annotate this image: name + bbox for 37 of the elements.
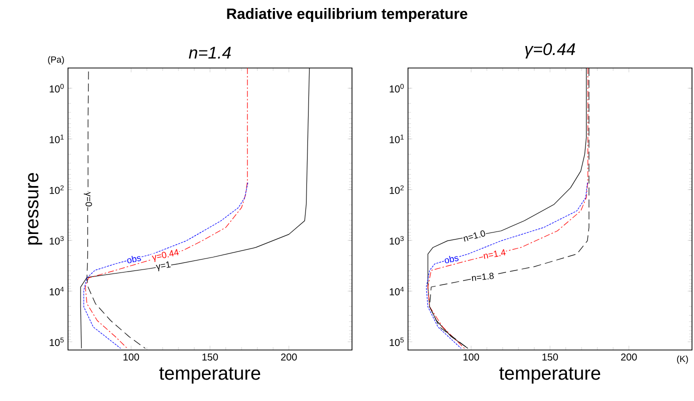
y-tick-label: 10$^{4}$	[50, 286, 64, 296]
chart-subtitle: n=1.4	[188, 46, 231, 58]
text: obs	[127, 256, 142, 264]
y-tick-label: 10$^{5}$	[50, 338, 64, 346]
x-tick-label: 200	[281, 354, 297, 361]
x-tick-label: 100	[464, 354, 480, 361]
line-series	[426, 182, 588, 349]
line-series	[83, 182, 248, 349]
y-axis-title: pressure	[28, 173, 42, 245]
x-tick-label: 100	[124, 354, 140, 361]
chart-title: Radiative equilibrium temperature	[227, 8, 468, 22]
y-tick-label: 10$^{3}$	[50, 236, 64, 245]
text: n=1.8	[472, 272, 494, 282]
text: (Pa)	[48, 56, 64, 64]
text: γ=0	[84, 192, 92, 206]
y-tick-label: 10$^{2}$	[390, 185, 404, 194]
line-series	[85, 68, 248, 349]
y-tick-label: 10$^{0}$	[390, 84, 404, 92]
x-axis-title: temperature	[159, 367, 260, 384]
y-tick-label: 10$^{4}$	[390, 286, 404, 296]
text: γ=1	[156, 261, 171, 272]
x-tick-label: 150	[542, 354, 558, 361]
text: n=1.0	[463, 230, 486, 242]
y-tick-label: 10$^{0}$	[50, 84, 64, 92]
text: obs	[444, 256, 459, 264]
y-tick-label: 10$^{2}$	[50, 185, 64, 194]
y-tick-label: 10$^{1}$	[50, 134, 64, 144]
text: n=1.4	[484, 249, 506, 259]
x-axis-title: temperature	[499, 367, 600, 384]
x-tick-label: 150	[202, 354, 218, 361]
y-tick-label: 10$^{3}$	[390, 236, 404, 245]
y-tick-label: 10$^{1}$	[390, 134, 404, 144]
chart-title: γ=0.44	[525, 43, 576, 58]
y-tick-label: 10$^{5}$	[390, 338, 404, 346]
text: γ=0.44	[152, 249, 179, 262]
text: (K)	[677, 356, 688, 364]
x-tick-label: 200	[621, 354, 637, 361]
